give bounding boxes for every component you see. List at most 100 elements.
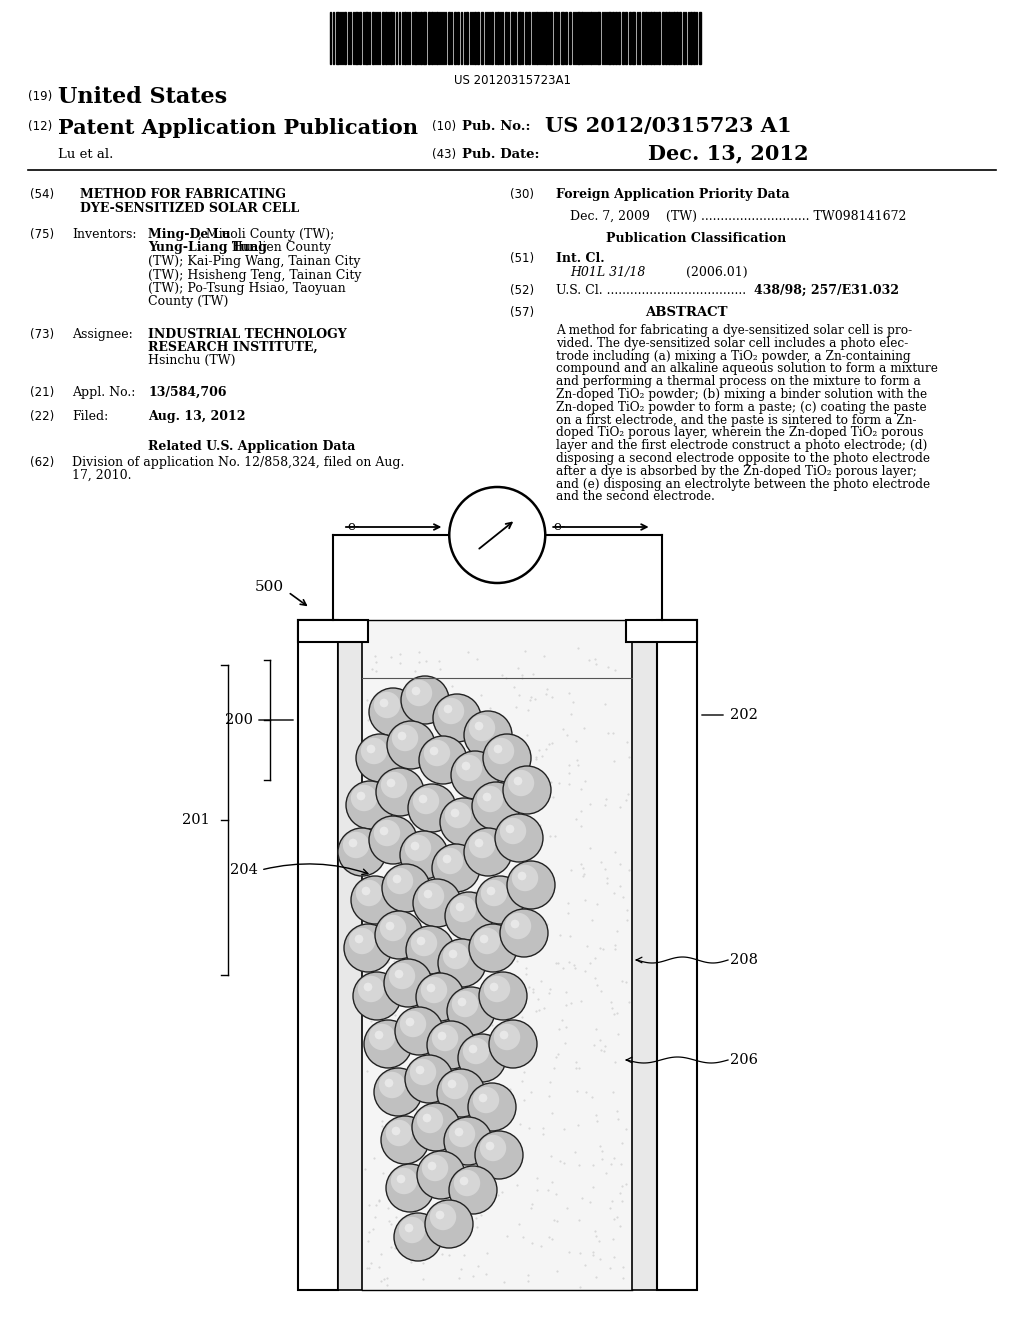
Circle shape	[438, 698, 464, 725]
Bar	[642, 12, 644, 63]
Text: Hsinchu (TW): Hsinchu (TW)	[148, 354, 236, 367]
Text: Pub. No.:: Pub. No.:	[462, 120, 530, 133]
Circle shape	[514, 776, 522, 785]
Circle shape	[475, 1131, 523, 1179]
Bar	[431, 12, 433, 63]
Circle shape	[477, 785, 503, 812]
Circle shape	[379, 1072, 406, 1098]
Circle shape	[346, 781, 394, 829]
Circle shape	[505, 913, 531, 940]
Circle shape	[432, 1024, 458, 1051]
Text: e-: e-	[347, 520, 359, 533]
Bar	[385, 12, 387, 63]
Circle shape	[344, 924, 392, 972]
Circle shape	[489, 982, 499, 991]
Bar	[657, 620, 697, 1290]
Bar	[569, 12, 571, 63]
Circle shape	[469, 924, 517, 972]
Circle shape	[386, 1164, 434, 1212]
Circle shape	[456, 903, 464, 911]
Circle shape	[427, 983, 435, 993]
Text: Zn-doped TiO₂ powder; (b) mixing a binder solution with the: Zn-doped TiO₂ powder; (b) mixing a binde…	[556, 388, 927, 401]
Bar	[693, 12, 695, 63]
Circle shape	[387, 721, 435, 770]
Circle shape	[445, 892, 493, 940]
Bar	[632, 12, 635, 63]
Text: (TW); Hsisheng Teng, Tainan City: (TW); Hsisheng Teng, Tainan City	[148, 268, 361, 281]
Circle shape	[376, 768, 424, 816]
Text: 206: 206	[730, 1053, 758, 1067]
Bar	[454, 12, 456, 63]
Circle shape	[486, 887, 496, 895]
Bar	[618, 12, 620, 63]
Text: METHOD FOR FABRICATING: METHOD FOR FABRICATING	[80, 187, 286, 201]
Bar	[355, 12, 358, 63]
Bar	[676, 12, 678, 63]
Circle shape	[495, 814, 543, 862]
Bar	[665, 12, 667, 63]
Bar	[481, 12, 483, 63]
Text: Aug. 13, 2012: Aug. 13, 2012	[148, 411, 246, 422]
Text: (21): (21)	[30, 385, 54, 399]
Circle shape	[454, 1170, 480, 1196]
Text: INDUSTRIAL TECHNOLOGY: INDUSTRIAL TECHNOLOGY	[148, 327, 347, 341]
Circle shape	[369, 816, 417, 865]
Circle shape	[428, 1162, 436, 1171]
Bar	[298, 620, 338, 1290]
Circle shape	[394, 970, 403, 978]
Circle shape	[455, 1127, 463, 1137]
Circle shape	[476, 876, 524, 924]
Bar	[597, 12, 600, 63]
Text: (19): (19)	[28, 90, 52, 103]
Circle shape	[349, 838, 357, 847]
Text: US 2012/0315723 A1: US 2012/0315723 A1	[545, 116, 792, 136]
Text: Lu et al.: Lu et al.	[58, 148, 114, 161]
Text: (57): (57)	[510, 306, 535, 319]
Circle shape	[456, 755, 482, 781]
Text: (TW); Po-Tsung Hsiao, Taoyuan: (TW); Po-Tsung Hsiao, Taoyuan	[148, 282, 346, 294]
Bar	[474, 12, 476, 63]
Text: United States: United States	[58, 86, 227, 108]
Text: Filed:: Filed:	[72, 411, 109, 422]
Circle shape	[408, 784, 456, 832]
Circle shape	[412, 686, 420, 696]
Bar	[423, 12, 426, 63]
Text: (73): (73)	[30, 327, 54, 341]
Text: Zn-doped TiO₂ powder to form a paste; (c) coating the paste: Zn-doped TiO₂ powder to form a paste; (c…	[556, 401, 927, 413]
Bar	[622, 12, 624, 63]
Bar	[298, 620, 368, 642]
Text: A method for fabricating a dye-sensitized solar cell is pro-: A method for fabricating a dye-sensitize…	[556, 323, 912, 337]
Circle shape	[394, 1213, 442, 1261]
Circle shape	[357, 975, 384, 1002]
Text: compound and an alkaline aqueous solution to form a mixture: compound and an alkaline aqueous solutio…	[556, 363, 938, 375]
Circle shape	[406, 1018, 415, 1027]
Circle shape	[387, 867, 414, 894]
Circle shape	[441, 1073, 468, 1100]
Bar	[505, 12, 507, 63]
Bar	[528, 12, 530, 63]
Text: DYE-SENSITIZED SOLAR CELL: DYE-SENSITIZED SOLAR CELL	[80, 202, 299, 215]
Circle shape	[450, 896, 476, 923]
Circle shape	[500, 818, 526, 845]
Circle shape	[462, 762, 470, 771]
Text: and the second electrode.: and the second electrode.	[556, 491, 715, 503]
Bar	[365, 12, 368, 63]
Circle shape	[427, 1020, 475, 1069]
Circle shape	[479, 935, 488, 944]
Circle shape	[458, 998, 466, 1006]
Circle shape	[382, 865, 430, 912]
Circle shape	[487, 738, 514, 764]
Circle shape	[449, 1121, 475, 1147]
Text: and performing a thermal process on the mixture to form a: and performing a thermal process on the …	[556, 375, 921, 388]
Text: (62): (62)	[30, 455, 54, 469]
Text: Int. Cl.: Int. Cl.	[556, 252, 604, 265]
Circle shape	[419, 737, 467, 784]
Bar	[625, 12, 627, 63]
Text: disposing a second electrode opposite to the photo electrode: disposing a second electrode opposite to…	[556, 451, 930, 465]
Circle shape	[482, 793, 492, 801]
Circle shape	[374, 820, 400, 846]
Circle shape	[380, 915, 407, 941]
Circle shape	[473, 1086, 500, 1113]
Circle shape	[381, 772, 408, 799]
Bar	[690, 12, 692, 63]
